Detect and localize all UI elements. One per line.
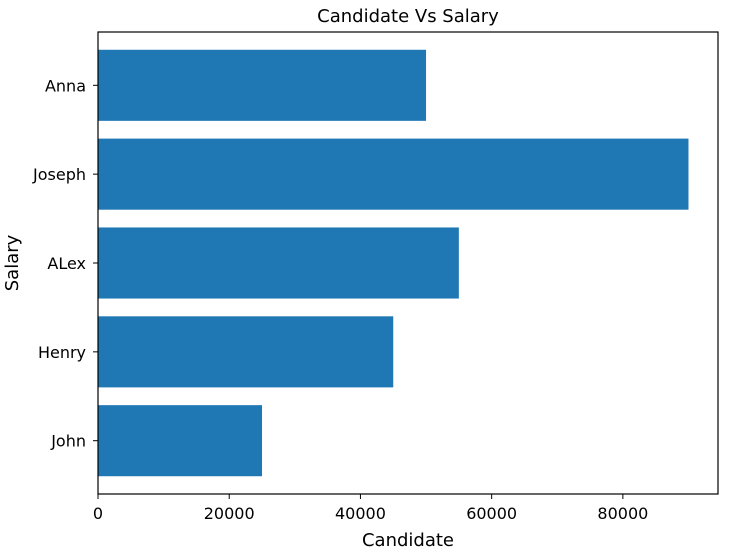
bar-anna bbox=[98, 49, 427, 121]
x-tick-label: 60000 bbox=[466, 504, 517, 523]
y-tick-label: Henry bbox=[38, 343, 86, 362]
y-tick-label: Anna bbox=[45, 76, 86, 95]
y-tick-label: Joseph bbox=[32, 165, 86, 184]
bar-john bbox=[98, 405, 263, 477]
x-axis: 0 20000 40000 60000 80000 bbox=[93, 494, 648, 523]
bar-joseph bbox=[98, 138, 689, 210]
bar-alex bbox=[98, 227, 459, 299]
x-axis-label: Candidate bbox=[362, 530, 454, 551]
y-axis-label: Salary bbox=[2, 234, 23, 291]
y-tick-label: John bbox=[50, 432, 86, 451]
x-tick-label: 20000 bbox=[204, 504, 255, 523]
x-tick-label: 80000 bbox=[597, 504, 648, 523]
y-axis: John Henry ALex Joseph Anna bbox=[32, 76, 98, 451]
bars-group bbox=[98, 49, 689, 477]
y-tick-label: ALex bbox=[47, 254, 86, 273]
bar-henry bbox=[98, 316, 394, 388]
x-tick-label: 0 bbox=[93, 504, 103, 523]
x-tick-label: 40000 bbox=[335, 504, 386, 523]
chart-title: Candidate Vs Salary bbox=[317, 6, 499, 27]
